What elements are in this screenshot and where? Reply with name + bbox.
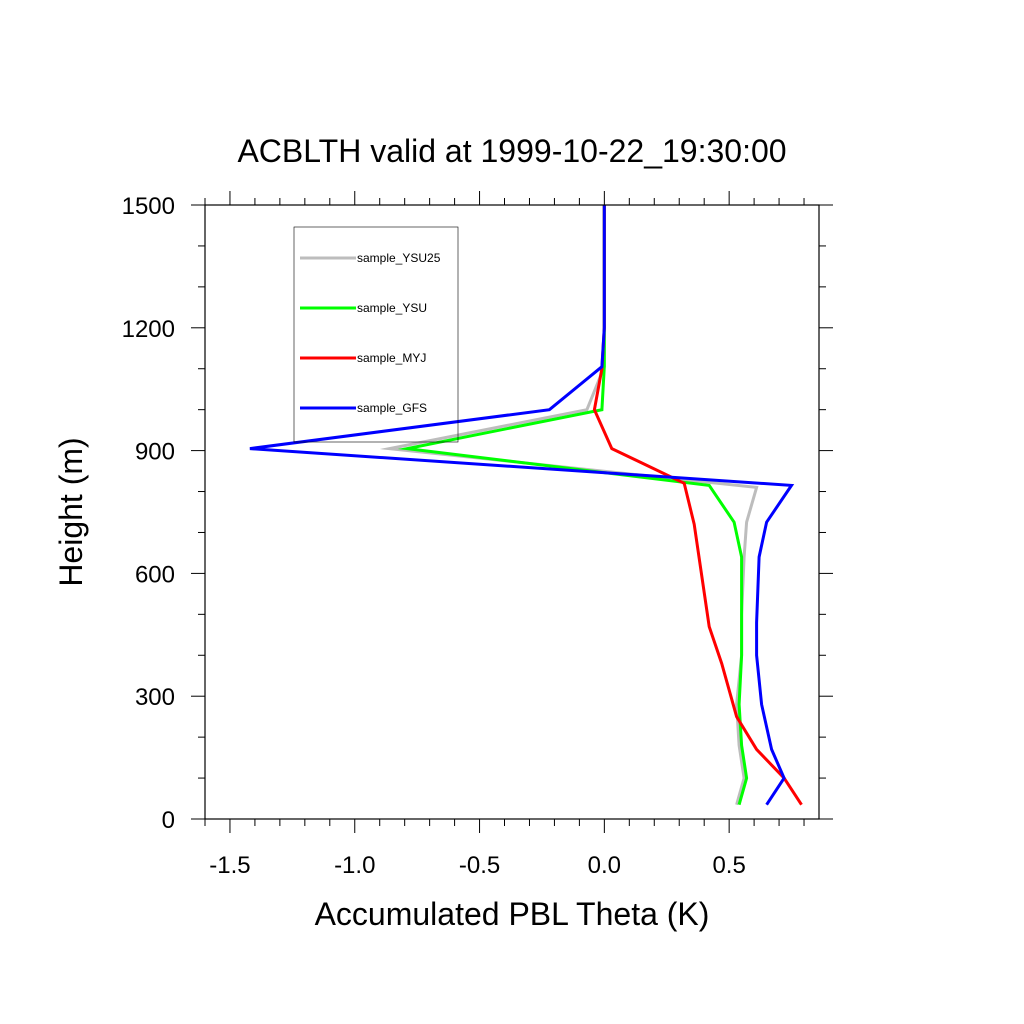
y-tick-label: 300 [135,684,175,711]
series-line-sample_MYJ [592,205,803,806]
y-tick-label: 900 [135,439,175,466]
legend-label-sample_YSU25: sample_YSU25 [357,251,441,265]
x-tick-label: -1.5 [209,852,250,879]
legend-label-sample_MYJ: sample_MYJ [357,351,426,365]
y-tick-label: 1200 [122,316,175,343]
y-axis-label: Height (m) [53,437,89,586]
x-tick-label: -1.0 [334,852,375,879]
y-tick-label: 1500 [122,193,175,220]
series-line-sample_GFS [249,205,795,806]
x-tick-label: 0.5 [712,852,745,879]
x-axis-label: Accumulated PBL Theta (K) [315,896,710,932]
y-tick-label: 0 [162,807,175,834]
series-line-sample_YSU [397,205,749,806]
legend-box [293,226,459,443]
plot-frame [204,204,820,820]
legend-label-sample_YSU: sample_YSU [357,301,427,315]
y-tick-label: 600 [135,561,175,588]
x-tick-label: -0.5 [459,852,500,879]
series-layer [249,205,803,806]
legend-label-sample_GFS: sample_GFS [357,401,427,415]
y-axis: 0 300 600 900 1200 1500 [122,193,833,834]
x-tick-label: 0.0 [588,852,621,879]
chart-title: ACBLTH valid at 1999-10-22_19:30:00 [237,133,786,169]
x-axis: -1.5 -1.0 -0.5 0.0 0.5 [204,191,805,879]
legend: sample_YSU25 sample_YSU sample_MYJ sample_G… [293,226,459,443]
